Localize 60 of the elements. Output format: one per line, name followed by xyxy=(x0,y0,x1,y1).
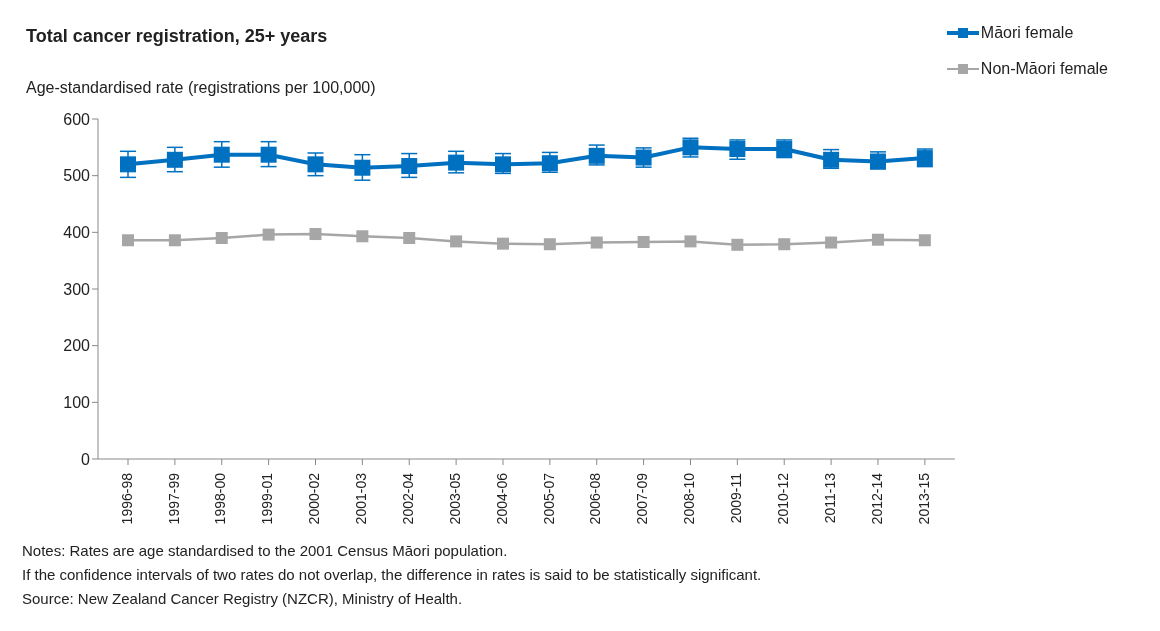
point xyxy=(871,233,884,246)
x-tick-label: 2013-15 xyxy=(915,472,932,525)
point xyxy=(354,159,371,176)
x-tick-label: 2011-13 xyxy=(821,472,838,524)
x-tick-label: 2006-08 xyxy=(587,472,604,525)
x-tick-label: 2004-06 xyxy=(493,472,510,525)
point xyxy=(401,158,418,175)
x-tick-label: 2009-11 xyxy=(728,472,745,524)
point xyxy=(356,230,369,243)
text: If the confidence intervals of two rates do not overlap, the difference in rates is said to be statistically significant. xyxy=(22,565,763,585)
x-tick-label: 2005-07 xyxy=(540,472,557,525)
point xyxy=(637,235,650,248)
point xyxy=(215,232,228,244)
point xyxy=(450,235,463,248)
point xyxy=(731,238,744,251)
point xyxy=(262,228,275,241)
point xyxy=(260,146,277,163)
chart-title: Total cancer registration, 25+ years xyxy=(26,26,328,46)
x-tick-label: 1996-98 xyxy=(118,472,135,525)
y-tick-label: 0 xyxy=(81,450,91,468)
point xyxy=(778,238,791,251)
x-tick-label: 2012-14 xyxy=(868,472,885,525)
point xyxy=(825,236,838,249)
point xyxy=(120,156,136,173)
legend-label: Māori female xyxy=(980,24,1074,42)
x-tick-label: 2001-03 xyxy=(353,472,370,525)
y-tick-label: 600 xyxy=(63,110,91,128)
point xyxy=(918,234,931,247)
x-tick-label: 1999-01 xyxy=(259,472,276,525)
y-tick-label: 200 xyxy=(63,337,91,355)
point xyxy=(496,237,509,250)
x-tick-label: 1997-99 xyxy=(165,472,182,525)
point xyxy=(543,238,556,251)
x-tick-label: 1998-00 xyxy=(212,472,229,525)
point xyxy=(541,155,558,172)
point xyxy=(168,234,181,247)
x-tick-label: 2010-12 xyxy=(774,472,791,525)
point xyxy=(590,236,603,249)
point xyxy=(684,235,697,248)
source-note: Source: New Zealand Cancer Registry (NZCR), Ministry of Health. xyxy=(22,589,464,609)
x-tick-label: 2002-04 xyxy=(399,472,416,525)
point xyxy=(403,232,416,244)
point xyxy=(213,146,230,163)
point xyxy=(307,156,324,173)
x-tick-label: 2003-05 xyxy=(446,472,463,525)
text: Notes: Rates are age standardised to the 2001 Census Māori population. xyxy=(22,541,509,561)
x-tick-label: 2007-09 xyxy=(634,472,651,525)
point xyxy=(166,151,183,168)
y-tick-label: 400 xyxy=(63,224,91,242)
y-axis-title: Age-standardised rate (registrations per 100,000) xyxy=(26,79,376,96)
point xyxy=(122,234,134,247)
point xyxy=(448,154,465,171)
y-tick-label: 100 xyxy=(63,394,91,412)
point xyxy=(494,156,511,173)
point xyxy=(309,228,322,241)
y-tick-label: 300 xyxy=(63,280,91,298)
y-tick-label: 500 xyxy=(63,167,91,185)
x-tick-label: 2008-10 xyxy=(681,472,698,525)
legend-label: Non-Māori female xyxy=(980,60,1108,78)
x-tick-label: 2000-02 xyxy=(306,472,323,525)
